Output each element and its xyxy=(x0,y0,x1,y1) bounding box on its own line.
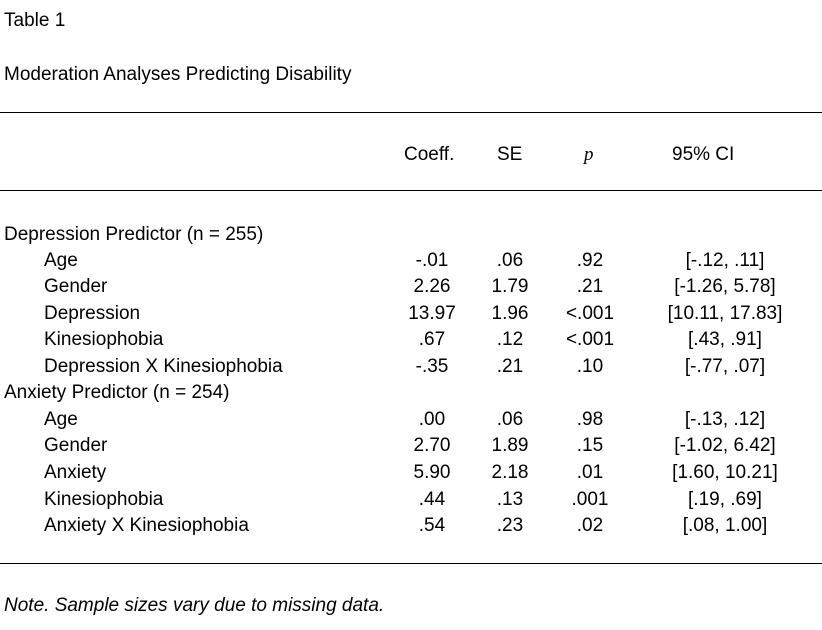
predictor-label: Depression xyxy=(44,303,141,324)
ci-value: [1.60, 10.21] xyxy=(672,462,778,483)
predictor-label: Gender xyxy=(44,276,108,297)
table-number: Table 1 xyxy=(4,10,66,31)
ci-value: [.08, 1.00] xyxy=(682,515,768,536)
table-title: Moderation Analyses Predicting Disabilit… xyxy=(4,64,352,85)
p-value: <.001 xyxy=(565,303,615,324)
bottom-rule xyxy=(0,563,822,564)
predictor-label: Kinesiophobia xyxy=(44,329,164,350)
coeff-value: -.01 xyxy=(415,250,449,271)
header-ci: 95% CI xyxy=(672,144,735,165)
table-row: Age .00 .06 .98 [-.13, .12] xyxy=(0,407,822,433)
ci-value: [10.11, 17.83] xyxy=(667,303,783,324)
predictor-label: Depression X Kinesiophobia xyxy=(44,356,283,377)
ci-value: [-1.26, 5.78] xyxy=(674,276,776,297)
se-value: 1.89 xyxy=(491,435,529,456)
group-label: Depression Predictor (n = 255) xyxy=(4,224,264,245)
ci-value: [.19, .69] xyxy=(688,489,762,510)
se-value: .06 xyxy=(496,250,524,271)
se-value: .12 xyxy=(496,329,524,350)
p-value: .001 xyxy=(571,489,609,510)
p-value: .10 xyxy=(576,356,604,377)
ci-value: [-.13, .12] xyxy=(684,409,766,430)
header-coeff: Coeff. xyxy=(404,144,455,165)
header-rule xyxy=(0,190,822,191)
header-se: SE xyxy=(497,144,523,165)
table-row: Anxiety 5.90 2.18 .01 [1.60, 10.21] xyxy=(0,460,822,486)
se-value: 1.79 xyxy=(491,276,529,297)
se-value: .13 xyxy=(496,489,524,510)
se-value: 2.18 xyxy=(491,462,529,483)
ci-value: [.43, .91] xyxy=(688,329,762,350)
p-value: .98 xyxy=(576,409,604,430)
coeff-value: .00 xyxy=(418,409,446,430)
group-row-depression: Depression Predictor (n = 255) xyxy=(0,222,822,248)
coeff-value: 13.97 xyxy=(408,303,456,324)
se-value: .06 xyxy=(496,409,524,430)
coeff-value: .67 xyxy=(418,329,446,350)
ci-value: [-1.02, 6.42] xyxy=(674,435,776,456)
ci-value: [-.77, .07] xyxy=(684,356,766,377)
predictor-label: Age xyxy=(44,409,78,430)
predictor-label: Age xyxy=(44,250,78,271)
ci-value: [-.12, .11] xyxy=(685,250,765,271)
se-value: .23 xyxy=(496,515,524,536)
predictor-label: Anxiety xyxy=(44,462,107,483)
coeff-value: .44 xyxy=(418,489,446,510)
predictor-label: Gender xyxy=(44,435,108,456)
table-row: Age -.01 .06 .92 [-.12, .11] xyxy=(0,248,822,274)
p-value: .92 xyxy=(576,250,604,271)
group-row-anxiety: Anxiety Predictor (n = 254) xyxy=(0,380,822,406)
table-row: Anxiety X Kinesiophobia .54 .23 .02 [.08… xyxy=(0,513,822,539)
coeff-value: .54 xyxy=(418,515,446,536)
p-value: .02 xyxy=(576,515,604,536)
p-value: .01 xyxy=(576,462,604,483)
table-row: Kinesiophobia .44 .13 .001 [.19, .69] xyxy=(0,487,822,513)
p-value: .15 xyxy=(576,435,604,456)
p-value: <.001 xyxy=(565,329,615,350)
predictor-label: Anxiety X Kinesiophobia xyxy=(44,515,249,536)
table-note: Note. Sample sizes vary due to missing d… xyxy=(4,595,385,616)
p-value: .21 xyxy=(576,276,604,297)
coeff-value: 2.70 xyxy=(413,435,451,456)
table-row: Gender 2.70 1.89 .15 [-1.02, 6.42] xyxy=(0,433,822,459)
header-p: p xyxy=(584,144,594,165)
table-row: Depression X Kinesiophobia -.35 .21 .10 … xyxy=(0,354,822,380)
coeff-value: 2.26 xyxy=(413,276,451,297)
table-row: Gender 2.26 1.79 .21 [-1.26, 5.78] xyxy=(0,274,822,300)
table-row: Kinesiophobia .67 .12 <.001 [.43, .91] xyxy=(0,327,822,353)
coeff-value: 5.90 xyxy=(413,462,451,483)
top-rule xyxy=(0,112,822,113)
predictor-label: Kinesiophobia xyxy=(44,489,164,510)
coeff-value: -.35 xyxy=(415,356,449,377)
se-value: .21 xyxy=(496,356,524,377)
se-value: 1.96 xyxy=(491,303,529,324)
table-row: Depression 13.97 1.96 <.001 [10.11, 17.8… xyxy=(0,301,822,327)
group-label: Anxiety Predictor (n = 254) xyxy=(4,382,230,403)
